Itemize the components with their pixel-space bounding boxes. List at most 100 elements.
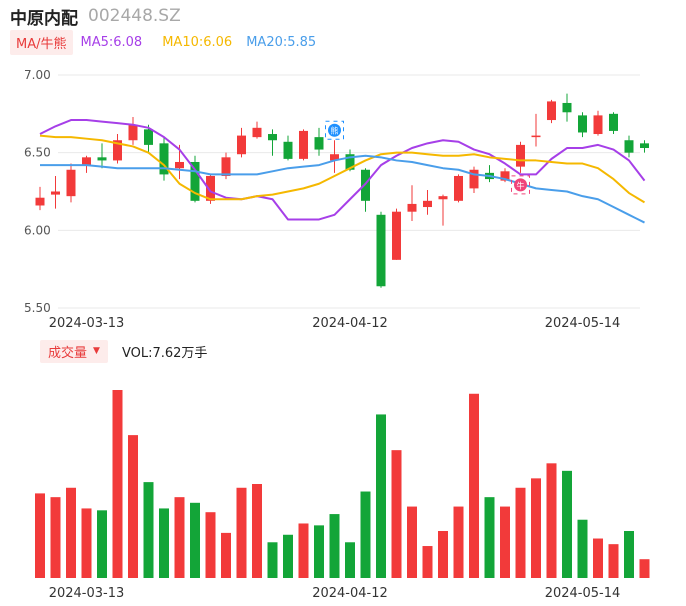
volume-bar xyxy=(391,450,402,578)
candle-body xyxy=(252,127,262,138)
candle-body xyxy=(299,130,308,159)
volume-value: VOL:7.62万手 xyxy=(121,345,208,361)
ma10-line xyxy=(39,134,646,204)
volume-selector-label: 成交量 xyxy=(48,345,88,361)
candle-body xyxy=(609,113,618,131)
volume-bar xyxy=(81,508,92,578)
volume-x-tick-label: 2024-04-12 xyxy=(312,586,388,601)
stock-name: 中原内配 xyxy=(10,8,78,29)
bull-icon xyxy=(514,178,527,192)
y-tick-label: 7.00 xyxy=(24,68,51,82)
price-x-tick-label: 2024-03-13 xyxy=(49,316,125,331)
y-tick-label: 5.50 xyxy=(24,301,51,315)
candle-body xyxy=(97,157,107,161)
candle-body xyxy=(159,143,169,175)
candle-body xyxy=(51,191,60,195)
volume-bar xyxy=(360,491,371,578)
candle-body xyxy=(82,157,91,166)
volume-bar xyxy=(143,482,154,578)
candle-body xyxy=(562,102,572,113)
candle-body xyxy=(361,169,370,201)
volume-bar xyxy=(298,523,309,578)
volume-bar xyxy=(546,463,557,578)
volume-bar xyxy=(159,508,169,578)
candle-body xyxy=(190,161,200,201)
volume-bar xyxy=(624,531,634,578)
candle-body xyxy=(640,143,649,149)
volume-bar xyxy=(577,519,588,578)
candle-body xyxy=(407,203,417,212)
candle-body xyxy=(500,171,510,181)
volume-bar xyxy=(97,510,107,578)
y-tick-label: 6.00 xyxy=(24,223,51,237)
volume-bar xyxy=(314,525,324,578)
candle-body xyxy=(593,115,603,135)
ma20-label: MA20:5.85 xyxy=(246,34,317,50)
candle-body xyxy=(454,175,463,201)
volume-legend: 成交量 ▼ VOL:7.62万手 xyxy=(40,339,208,363)
volume-bar xyxy=(639,559,650,578)
candle-body xyxy=(516,144,525,167)
candle-body xyxy=(221,157,231,176)
y-tick-label: 6.50 xyxy=(24,146,51,160)
candle-body xyxy=(206,175,215,201)
candle-body xyxy=(376,214,386,287)
volume-selector-button[interactable]: 成交量 ▼ xyxy=(40,339,108,363)
volume-bar xyxy=(221,532,231,578)
volume-bar xyxy=(236,487,247,578)
candle-body xyxy=(469,169,479,189)
candle-body xyxy=(330,154,339,161)
candle-body xyxy=(345,154,355,170)
volume-bar xyxy=(608,544,619,578)
volume-x-tick-label: 2024-05-14 xyxy=(545,586,621,601)
volume-bar xyxy=(531,478,541,578)
price-x-tick-label: 2024-04-12 xyxy=(312,316,388,331)
candle-body xyxy=(578,115,587,133)
volume-bar xyxy=(484,497,495,578)
caret-down-icon: ▼ xyxy=(93,346,100,356)
volume-bar xyxy=(267,542,278,578)
volume-bar xyxy=(66,487,76,578)
volume-bar xyxy=(422,546,433,578)
volume-bar xyxy=(345,542,355,578)
volume-bar xyxy=(453,506,464,578)
volume-bar xyxy=(190,502,200,578)
candle-body xyxy=(113,140,122,161)
candle-body xyxy=(392,211,401,260)
volume-bar xyxy=(438,531,448,578)
volume-bar xyxy=(562,470,572,578)
bull-icon-frame xyxy=(511,175,530,195)
bull-icon-label: 牛 xyxy=(517,180,525,190)
ma-selector-button[interactable]: MA/牛熊 xyxy=(10,29,73,55)
candle-body xyxy=(547,101,556,121)
candle-body xyxy=(66,169,76,197)
title-bar: 中原内配 002448.SZ xyxy=(10,4,181,29)
bear-icon-label: 熊 xyxy=(331,126,339,136)
volume-bar xyxy=(376,414,386,578)
volume-bar xyxy=(50,497,61,578)
candle-body xyxy=(35,197,45,206)
candle-body xyxy=(237,135,246,155)
volume-bar xyxy=(469,393,479,578)
volume-bar xyxy=(252,484,262,578)
candle-body xyxy=(531,135,541,138)
volume-bar xyxy=(35,493,45,578)
volume-bar xyxy=(593,538,603,578)
candle-body xyxy=(268,134,277,141)
stock-code: 002448.SZ xyxy=(88,6,181,26)
volume-bar xyxy=(205,512,216,578)
ma5-line xyxy=(39,119,646,221)
price-x-tick-label: 2024-05-14 xyxy=(545,316,621,331)
bear-icon-frame xyxy=(325,120,344,140)
candle-body xyxy=(438,196,448,200)
candle-body xyxy=(314,137,324,150)
ma-legend: MA/牛熊 MA5:6.08 MA10:6.06 MA20:5.85 xyxy=(10,29,317,55)
volume-x-tick-label: 2024-03-13 xyxy=(49,586,125,601)
volume-bar xyxy=(500,506,510,578)
ma20-line xyxy=(40,154,645,224)
candle-body xyxy=(128,124,138,141)
candle-body xyxy=(283,141,293,159)
volume-bar xyxy=(283,534,293,578)
volume-bar xyxy=(407,506,417,578)
